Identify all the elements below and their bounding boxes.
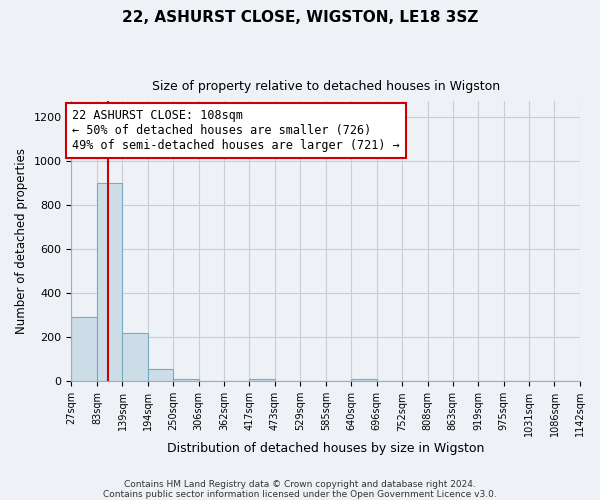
X-axis label: Distribution of detached houses by size in Wigston: Distribution of detached houses by size … <box>167 442 484 455</box>
Text: Contains HM Land Registry data © Crown copyright and database right 2024.: Contains HM Land Registry data © Crown c… <box>124 480 476 489</box>
Bar <box>122 333 148 382</box>
Title: Size of property relative to detached houses in Wigston: Size of property relative to detached ho… <box>152 80 500 93</box>
Y-axis label: Number of detached properties: Number of detached properties <box>15 148 28 334</box>
Bar <box>351 379 377 382</box>
Text: 22, ASHURST CLOSE, WIGSTON, LE18 3SZ: 22, ASHURST CLOSE, WIGSTON, LE18 3SZ <box>122 10 478 25</box>
Text: Contains public sector information licensed under the Open Government Licence v3: Contains public sector information licen… <box>103 490 497 499</box>
Bar <box>148 369 173 382</box>
Bar <box>249 379 275 382</box>
Bar <box>71 318 97 382</box>
Bar <box>173 379 199 382</box>
Text: 22 ASHURST CLOSE: 108sqm
← 50% of detached houses are smaller (726)
49% of semi-: 22 ASHURST CLOSE: 108sqm ← 50% of detach… <box>73 109 400 152</box>
Bar <box>97 183 122 382</box>
